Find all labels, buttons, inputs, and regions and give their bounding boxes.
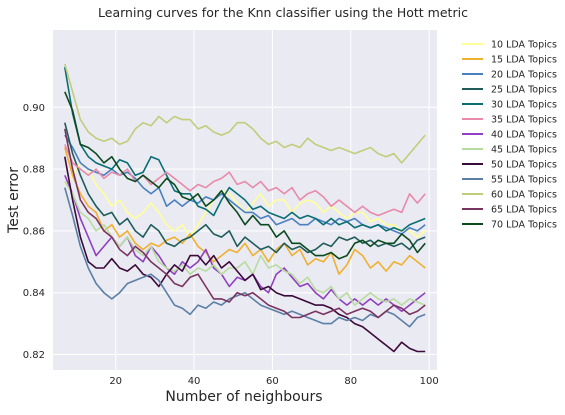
legend-label: 35 LDA Topics	[491, 115, 557, 126]
chart-title: Learning curves for the Knn classifier u…	[98, 5, 468, 20]
legend-label: 15 LDA Topics	[491, 55, 557, 66]
legend-label: 20 LDA Topics	[491, 70, 557, 81]
series-line-45-lda-topics	[64, 181, 426, 306]
series-line-15-lda-topics	[64, 147, 426, 276]
series-layer	[64, 63, 426, 353]
legend-label: 65 LDA Topics	[491, 205, 557, 216]
x-tick-label: 60	[266, 376, 279, 387]
legend-label: 55 LDA Topics	[491, 175, 557, 186]
y-axis-label: Test error	[6, 167, 22, 234]
legend-label: 10 LDA Topics	[491, 40, 557, 51]
y-tick-label: 0.90	[23, 103, 45, 114]
x-tick-label: 20	[109, 376, 122, 387]
tick-layer: 20 40 60 80 100 0.82 0.84 0.86 0.88 0.90	[23, 103, 439, 387]
legend-label: 30 LDA Topics	[491, 100, 557, 111]
series-line-55-lda-topics	[64, 187, 426, 328]
legend-label: 70 LDA Topics	[491, 220, 557, 231]
legend: 10 LDA Topics 15 LDA Topics 20 LDA Topics 2…	[462, 40, 557, 231]
series-line-30-lda-topics	[64, 66, 426, 232]
legend-label: 25 LDA Topics	[491, 85, 557, 96]
x-tick-label: 40	[188, 376, 201, 387]
series-line-60-lda-topics	[64, 63, 426, 164]
legend-label: 45 LDA Topics	[491, 145, 557, 156]
series-line-70-lda-topics	[64, 91, 426, 260]
series-line-50-lda-topics	[64, 156, 426, 353]
y-tick-label: 0.82	[23, 350, 45, 361]
legend-label: 40 LDA Topics	[491, 130, 557, 141]
x-tick-label: 80	[344, 376, 357, 387]
series-line-35-lda-topics	[64, 144, 426, 217]
y-tick-label: 0.84	[23, 288, 45, 299]
legend-label: 50 LDA Topics	[491, 160, 557, 171]
y-tick-label: 0.88	[23, 165, 45, 176]
series-line-65-lda-topics	[64, 128, 426, 319]
x-tick-label: 100	[420, 376, 439, 387]
x-axis-label: Number of neighbours	[165, 389, 322, 405]
y-tick-label: 0.86	[23, 226, 45, 237]
legend-label: 60 LDA Topics	[491, 190, 557, 201]
